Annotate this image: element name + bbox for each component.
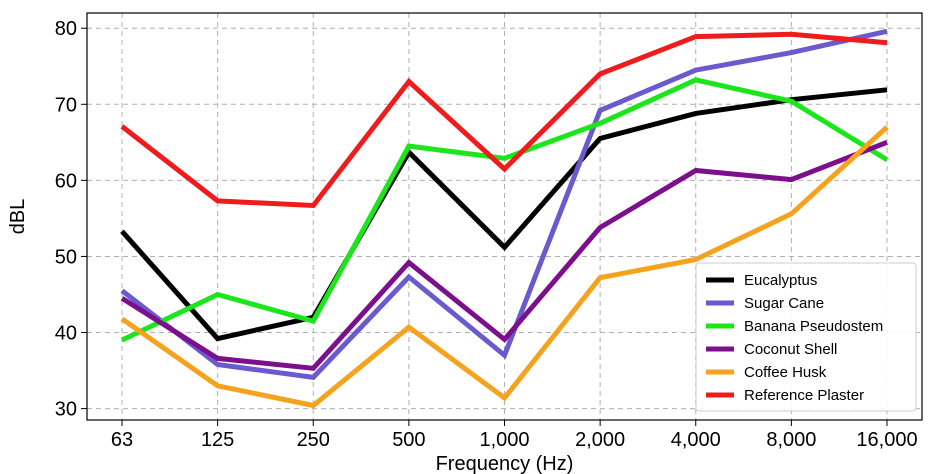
- legend-label-sugar-cane: Sugar Cane: [744, 295, 824, 312]
- x-axis-title: Frequency (Hz): [436, 453, 574, 474]
- series-line-reference-plaster: [120, 31, 888, 209]
- series-line-coffee-husk: [120, 125, 889, 409]
- x-tick-label: 1,000: [479, 429, 529, 451]
- series-line-banana-pseudostem: [120, 77, 889, 343]
- y-tick-label: 80: [55, 18, 77, 40]
- series-line-eucalyptus: [120, 87, 888, 342]
- legend: Eucalyptus Sugar Cane Banana Pseudostem Coc…: [695, 262, 917, 412]
- y-axis-title: dBL: [7, 199, 29, 235]
- x-tick-label: 250: [297, 429, 330, 451]
- x-tick-label: 500: [392, 429, 425, 451]
- series-line-coconut-shell: [120, 139, 888, 371]
- x-tick-label: 8,000: [766, 429, 816, 451]
- x-tick-label: 4,000: [671, 429, 721, 451]
- y-tick-label: 60: [55, 170, 77, 192]
- y-tick-label: 50: [55, 246, 77, 268]
- legend-label-eucalyptus: Eucalyptus: [744, 272, 817, 289]
- series-line-sugar-cane: [120, 28, 888, 381]
- legend-label-coconut-shell: Coconut Shell: [744, 341, 837, 358]
- legend-label-banana-pseudostem: Banana Pseudostem: [744, 318, 883, 335]
- x-tick-label: 125: [201, 429, 234, 451]
- x-tick-label: 63: [111, 429, 133, 451]
- legend-label-reference-plaster: Reference Plaster: [744, 387, 864, 404]
- x-tick-label: 2,000: [575, 429, 625, 451]
- legend-box: [695, 262, 917, 412]
- legend-label-coffee-husk: Coffee Husk: [744, 364, 827, 381]
- y-tick-label: 40: [55, 323, 77, 345]
- y-tick-label: 70: [55, 94, 77, 116]
- y-tick-label: 30: [55, 399, 77, 421]
- x-tick-label: 16,000: [856, 429, 917, 451]
